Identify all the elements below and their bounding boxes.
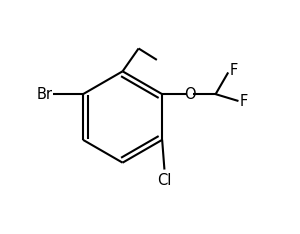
Text: Br: Br <box>36 87 52 102</box>
Text: O: O <box>184 87 196 102</box>
Text: F: F <box>229 63 238 78</box>
Text: Cl: Cl <box>157 173 172 188</box>
Text: F: F <box>240 94 248 109</box>
